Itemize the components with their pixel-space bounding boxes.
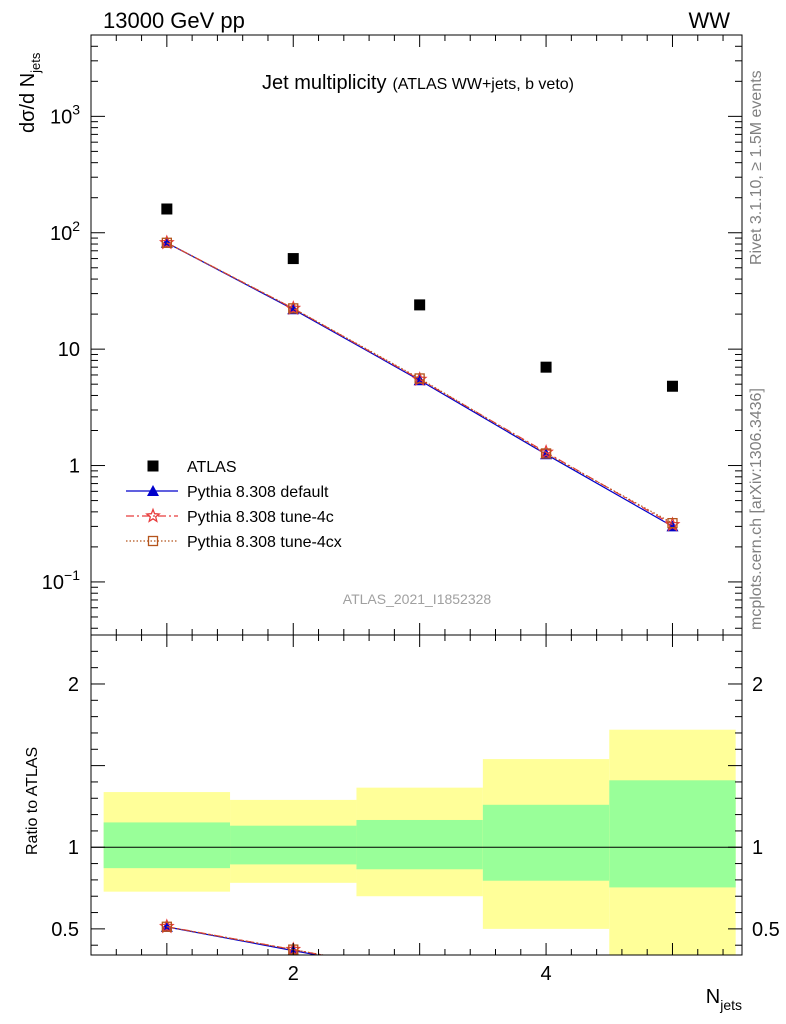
- y-axis-label: dσ/d Njets: [17, 52, 43, 133]
- chart-title: Jet multiplicity (ATLAS WW+jets, b veto): [262, 72, 574, 94]
- y-tick-label: 1: [69, 456, 80, 478]
- stat-uncertainty-band: [609, 780, 736, 888]
- x-tick-label: 2: [288, 963, 299, 985]
- series-marker: [540, 448, 552, 459]
- series-line: [166, 242, 673, 526]
- stat-uncertainty-band: [230, 825, 357, 865]
- legend-marker: [147, 460, 159, 472]
- y-tick-label: 10−1: [42, 567, 80, 594]
- watermark: ATLAS_2021_I1852328: [343, 591, 492, 607]
- ratio-series-0: [160, 920, 321, 955]
- rivet-label: Rivet 3.1.10, ≥ 1.5M events: [748, 70, 765, 265]
- ratio-y-tick-label-right: 0.5: [752, 919, 780, 941]
- ratio-line: [166, 926, 327, 955]
- y-tick-label: 10: [58, 339, 80, 361]
- mcplots-label: mcplots.cern.ch [arXiv:1306.3436]: [748, 388, 765, 630]
- legend-item: Pythia 8.308 tune-4c: [126, 507, 334, 526]
- legend-marker: [147, 485, 159, 496]
- series-0: [161, 203, 678, 392]
- ratio-frame: [90, 634, 743, 956]
- ratio-y-tick-label: 2: [68, 674, 79, 696]
- y-tick-label: 103: [50, 101, 80, 128]
- x-axis-label-main: N: [706, 986, 720, 1008]
- legend-marker: [147, 535, 159, 547]
- header-right: WW: [688, 8, 730, 33]
- legend-label: Pythia 8.308 tune-4cx: [187, 534, 342, 551]
- legend-label: Pythia 8.308 tune-4c: [187, 509, 334, 526]
- legend-label: Pythia 8.308 default: [187, 484, 329, 501]
- series-line: [166, 242, 673, 524]
- legend-item: ATLAS: [147, 459, 237, 476]
- ratio-y-tick-label: 1: [68, 837, 79, 859]
- stat-uncertainty-band: [103, 822, 231, 869]
- series-marker: [288, 303, 299, 314]
- y-axis-label-main: dσ/d N: [17, 73, 39, 133]
- series-marker: [161, 237, 172, 248]
- ratio-y-tick-label: 0.5: [51, 919, 79, 941]
- ratio-y-tick-label-right: 1: [752, 837, 763, 859]
- legend-marker: [145, 507, 161, 523]
- x-tick-label: 4: [541, 963, 552, 985]
- legend-item: Pythia 8.308 tune-4cx: [126, 534, 342, 551]
- ratio-panel: 0.5 0.5 1 1 2 2 2 4 Ratio to ATLAS Njets: [24, 634, 780, 1013]
- ratio-marker: [161, 921, 172, 932]
- atlas-data-point: [666, 380, 678, 392]
- ratio-series-1: [159, 918, 326, 955]
- ratio-y-axis-label: Ratio to ATLAS: [24, 747, 41, 855]
- chart-subtitle: (ATLAS WW+jets, b veto): [392, 76, 574, 93]
- atlas-data-point: [414, 299, 426, 311]
- stat-uncertainty-band: [356, 819, 483, 870]
- ratio-y-tick-label-right: 2: [752, 674, 763, 696]
- header-left: 13000 GeV pp: [103, 8, 245, 33]
- y-tick-label: 102: [50, 218, 80, 245]
- ratio-line: [166, 926, 321, 955]
- main-panel: 10−1 102 103 1 10 Jet multiplicity (ATLAS WW+…: [17, 34, 743, 636]
- x-axis-label: Njets: [706, 986, 742, 1013]
- ratio-series-2: [161, 921, 327, 955]
- atlas-data-point: [540, 361, 552, 373]
- chart-title-main: Jet multiplicity: [262, 72, 386, 94]
- stat-uncertainty-band: [482, 804, 610, 881]
- legend-label: ATLAS: [187, 459, 237, 476]
- series-marker: [667, 517, 678, 529]
- series-marker: [414, 373, 425, 384]
- y-axis-label-sub: jets: [28, 52, 43, 74]
- x-axis-label-sub: jets: [719, 997, 742, 1013]
- series-3: [161, 237, 678, 529]
- atlas-data-point: [161, 203, 173, 215]
- atlas-data-point: [287, 253, 299, 265]
- legend: ATLAS Pythia 8.308 default Pythia 8.308 tu…: [126, 459, 342, 551]
- ratio-line: [166, 926, 326, 955]
- legend-item: Pythia 8.308 default: [126, 484, 329, 501]
